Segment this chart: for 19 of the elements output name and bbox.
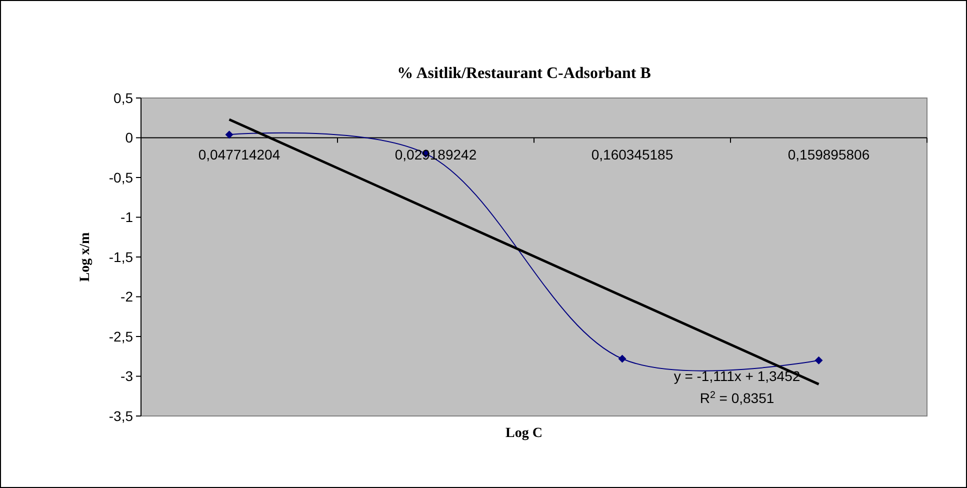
y-tick-label: 0,5 [114,90,134,106]
y-axis-title: Log x/m [78,232,93,282]
x-axis-title: Log C [506,426,542,441]
y-tick-label: -0,5 [108,169,134,186]
point [814,356,823,364]
x-tick-label: 0,047714204 [198,146,280,163]
y-tick-label: -2,5 [108,328,134,344]
y-tick-label: -3 [120,368,134,384]
annotation: R$^{2}$ = 0,8351 [700,390,774,406]
chart-title: % Asitlik/Restaurant C-Adsorbant B [397,65,652,82]
x-tick-label: 0,160345185 [591,146,674,163]
y-tick-label: -3,5 [108,408,134,424]
x-tick-label: 0,159895806 [788,146,870,163]
y-tick-label: -2 [120,288,134,305]
y-tick-label: 0 [125,130,134,146]
y-tick-label: -1,5 [108,248,134,265]
point [618,354,626,363]
y-tick-label: -1 [120,209,134,226]
point [225,130,234,139]
